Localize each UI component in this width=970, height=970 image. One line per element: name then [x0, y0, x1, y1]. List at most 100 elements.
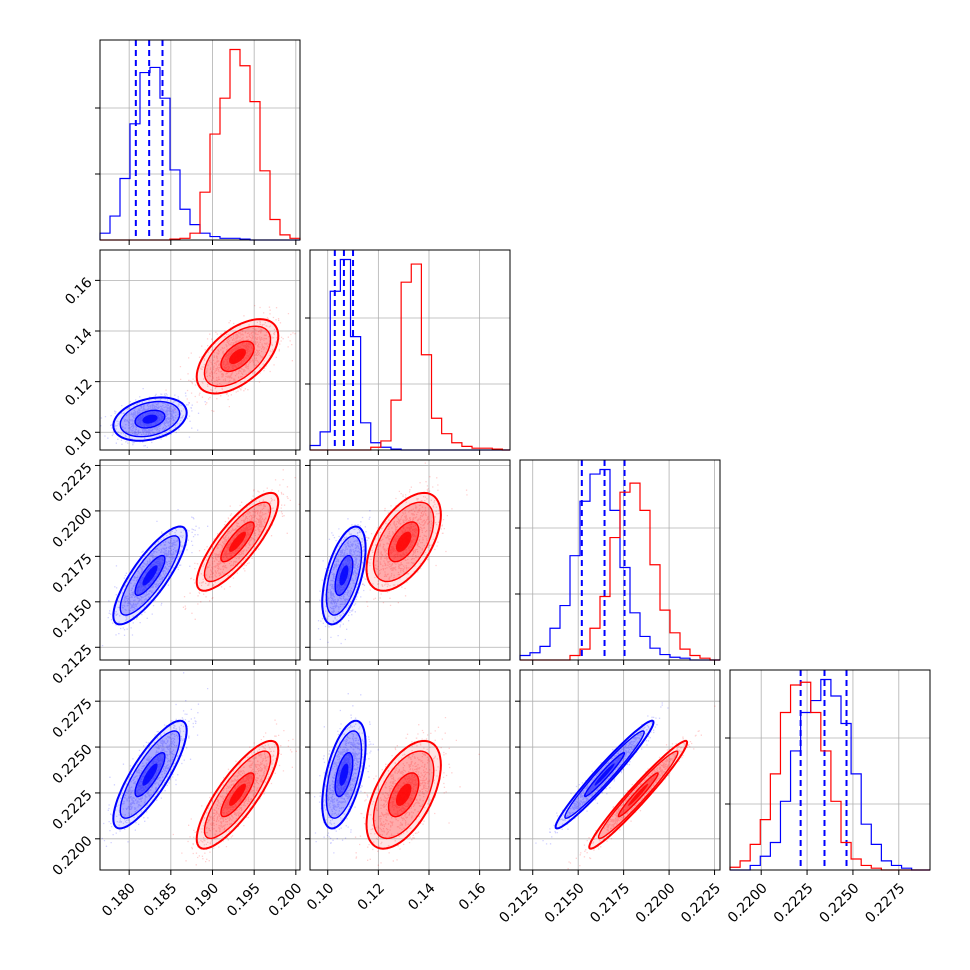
- y-tick-label: 0.10: [62, 427, 95, 460]
- panel-content: [535, 702, 716, 870]
- contour-line-blue: [321, 525, 367, 626]
- hist-step-blue: [99, 66, 300, 241]
- hist-step-blue: [519, 468, 720, 661]
- contour-line-blue: [119, 535, 181, 616]
- y-tick-label: 0.2275: [50, 696, 96, 742]
- axes-frame: [519, 459, 721, 661]
- density-fill-red: [396, 783, 412, 806]
- x-tick-label: 0.180: [99, 880, 139, 920]
- contour-line-blue: [583, 752, 626, 798]
- density-fill-blue: [142, 763, 158, 786]
- x-tick-label: 0.2275: [862, 880, 908, 926]
- x-tick-label: 0.12: [355, 880, 388, 913]
- y-tick-label: 0.2225: [50, 787, 96, 833]
- x-tick-label: 0.200: [266, 880, 306, 920]
- contour-line-red: [195, 739, 280, 850]
- hist-step-red: [520, 482, 720, 661]
- axes-frame: [99, 669, 301, 871]
- panel-content: [314, 693, 480, 870]
- contour-line-red: [203, 750, 272, 840]
- x-tick-label: 0.195: [224, 880, 264, 920]
- contour-line-red: [195, 318, 280, 395]
- contour-line-red: [588, 739, 689, 850]
- contour-line-red: [387, 521, 420, 563]
- x-tick-label: 0.2225: [678, 880, 724, 926]
- contour-line-red: [220, 340, 255, 373]
- axes-frame: [729, 669, 931, 871]
- contour-line-red: [365, 491, 442, 592]
- x-tick-label: 0.185: [141, 880, 181, 920]
- contour-line-blue: [134, 751, 166, 798]
- scatter-panel-0-1: 0.10 0.12 0.14 0.16: [62, 249, 301, 460]
- x-tick-label: 0.2175: [587, 880, 633, 926]
- contour-line-blue: [334, 751, 354, 798]
- y-tick-label: 0.2200: [50, 833, 96, 879]
- scatter-panel-1-3: 0.10 0.12 0.14 0.16: [304, 669, 511, 914]
- contour-line-blue: [564, 730, 645, 819]
- density-fill-red: [396, 531, 412, 552]
- contour-line-blue: [134, 554, 166, 596]
- contour-line-blue: [554, 719, 655, 830]
- contour-line-red: [617, 772, 659, 818]
- y-tick-label: 0.2200: [50, 505, 96, 551]
- contour-line-blue: [134, 409, 166, 429]
- contour-line-red: [365, 739, 442, 850]
- density-fill-blue: [142, 414, 158, 424]
- hist-panel-2: [515, 459, 721, 665]
- contour-line-red: [220, 772, 255, 818]
- density-fill-red: [229, 348, 246, 364]
- x-tick-label: 0.10: [304, 880, 337, 913]
- panel-content: [101, 672, 297, 866]
- contour-line-red: [220, 521, 255, 563]
- axes-frame: [519, 669, 721, 871]
- x-tick-label: 0.16: [456, 880, 489, 913]
- contour-line-blue: [112, 525, 188, 626]
- panel-content: [317, 462, 468, 645]
- axes-frame: [309, 459, 511, 661]
- contour-line-red: [597, 750, 679, 840]
- panel-content: [100, 469, 300, 647]
- x-tick-label: 0.2200: [633, 880, 679, 926]
- axes-frame: [99, 249, 301, 451]
- scatter-panel-0-3: 0.180 0.185 0.190 0.195 0.2000.22000.22250.2…: [50, 669, 306, 920]
- y-tick-label: 0.2250: [50, 741, 96, 787]
- y-tick-label: 0.14: [62, 325, 95, 358]
- sample-points-red: [172, 719, 297, 866]
- axes-frame: [99, 459, 301, 661]
- density-fill-blue: [142, 565, 158, 586]
- density-fill-blue: [594, 763, 615, 786]
- contour-line-blue: [325, 730, 363, 819]
- y-tick-label: 0.16: [62, 275, 95, 308]
- hist-panel-0: [95, 39, 301, 245]
- contour-line-red: [387, 772, 420, 818]
- contour-line-blue: [112, 396, 188, 442]
- scatter-panel-2-3: 0.2125 0.2150 0.2175 0.2200 0.2225: [496, 669, 724, 926]
- density-fill-red: [229, 783, 246, 806]
- y-tick-label: 0.2225: [50, 460, 96, 506]
- panel-content: [100, 304, 296, 449]
- density-fill-red: [628, 783, 649, 806]
- axes-frame: [309, 249, 511, 451]
- contour-line-blue: [321, 719, 367, 830]
- y-tick-label: 0.2175: [50, 551, 96, 597]
- hist-panel-1: [305, 249, 511, 455]
- contour-line-blue: [119, 730, 181, 819]
- y-tick-label: 0.2125: [50, 642, 96, 688]
- hist-step-red: [729, 681, 930, 871]
- density-fill-red: [229, 531, 246, 552]
- contour-line-red: [372, 750, 435, 840]
- contour-line-blue: [112, 719, 188, 830]
- axes-frame: [99, 39, 301, 241]
- y-tick-label: 0.12: [62, 376, 95, 409]
- y-tick-label: 0.2150: [50, 596, 96, 642]
- hist-panel-3: 0.2200 0.2225 0.2250 0.2275: [725, 669, 931, 926]
- contour-line-red: [203, 501, 272, 583]
- x-tick-label: 0.2225: [771, 880, 817, 926]
- x-tick-label: 0.2250: [817, 880, 863, 926]
- density-fill-blue: [339, 763, 349, 786]
- contour-line-blue: [325, 535, 363, 616]
- x-tick-label: 0.190: [182, 880, 222, 920]
- density-fill-blue: [339, 565, 349, 586]
- x-tick-label: 0.2125: [496, 880, 542, 926]
